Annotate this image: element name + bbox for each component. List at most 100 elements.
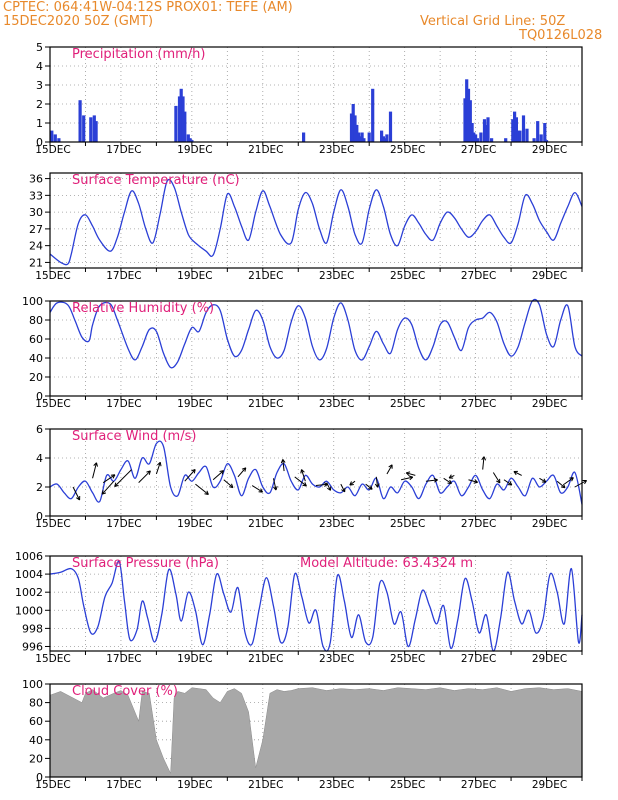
- rh-panel-frame: [49, 300, 583, 397]
- precip-bar: [353, 115, 357, 142]
- wind-series-line: [49, 440, 583, 505]
- x-tick-label: 27DEC: [461, 398, 496, 410]
- x-tick-label: 15DEC: [35, 653, 70, 665]
- wind-arrow: [237, 467, 247, 478]
- x-tick-label: 29DEC: [532, 398, 567, 410]
- precip-bar: [362, 138, 366, 142]
- precip-bar: [536, 121, 540, 142]
- wind-arrow-head: [541, 478, 547, 483]
- wind-arrow: [92, 462, 97, 479]
- y-tick-label: 20: [29, 371, 43, 384]
- wind-arrow: [138, 470, 151, 484]
- wind-arrow: [114, 469, 132, 487]
- temp-panel-title: Surface Temperature (nC): [72, 173, 240, 188]
- x-tick-label: 29DEC: [532, 779, 567, 791]
- x-tick-label: 29DEC: [532, 653, 567, 665]
- precip-bar: [470, 123, 474, 142]
- wind-arrow-head: [76, 495, 81, 501]
- precip-bar: [525, 128, 529, 142]
- precip-bar: [474, 134, 478, 142]
- precip-bar: [475, 138, 479, 142]
- precip-bar: [381, 136, 385, 142]
- y-tick-label: 2: [36, 98, 43, 111]
- wind-arrow-head: [496, 478, 501, 484]
- precip-bar: [511, 119, 515, 142]
- wind-arrow-head: [258, 488, 264, 493]
- x-tick-label: 15DEC: [35, 779, 70, 791]
- x-tick-label: 29DEC: [532, 518, 567, 530]
- y-tick-label: 2: [36, 481, 43, 494]
- precip-bar: [94, 121, 98, 142]
- wind-arrow-head: [582, 480, 588, 485]
- run-time-header: 15DEC2020 50Z (GMT): [3, 14, 154, 29]
- y-tick-label: 5: [36, 41, 43, 54]
- model-altitude-label: Model Altitude: 63.4324 m: [300, 556, 473, 571]
- wind-arrow-head: [341, 487, 346, 493]
- y-tick-label: 0: [36, 390, 43, 403]
- precip-panel-title: Precipitation (mm/h): [72, 47, 205, 62]
- wind-arrow-head: [327, 486, 332, 491]
- y-tick-label: 0: [36, 136, 43, 149]
- y-tick-label: 30: [29, 206, 43, 219]
- precip-bar: [532, 138, 536, 142]
- precip-bar: [516, 130, 520, 142]
- precip-bar: [380, 130, 384, 142]
- precip-bar: [89, 117, 93, 142]
- precip-bar: [357, 132, 361, 142]
- wind-arrow: [468, 479, 478, 483]
- precip-bar: [190, 140, 194, 142]
- y-tick-label: 1000: [15, 604, 43, 617]
- wind-arrow: [563, 477, 574, 485]
- wind-panel-title: Surface Wind (m/s): [72, 429, 196, 444]
- x-tick-label: 17DEC: [106, 144, 141, 156]
- y-tick-label: 998: [22, 622, 43, 635]
- precip-bar: [463, 98, 467, 142]
- wind-arrow: [195, 483, 209, 495]
- wind-arrow: [443, 477, 452, 484]
- wind-arrow: [375, 476, 379, 488]
- precip-bar: [302, 132, 306, 142]
- x-tick-label: 27DEC: [461, 270, 496, 282]
- wind-arrow-head: [93, 462, 98, 467]
- wind-arrow-head: [481, 456, 487, 461]
- wind-arrow: [184, 469, 196, 482]
- wind-arrow: [386, 464, 393, 475]
- wind-arrow: [401, 476, 413, 481]
- x-tick-label: 23DEC: [319, 270, 354, 282]
- wind-arrow-head: [405, 471, 411, 476]
- precip-panel-frame: [49, 46, 583, 143]
- y-tick-label: 60: [29, 333, 43, 346]
- wind-arrow: [212, 470, 224, 481]
- y-tick-label: 40: [29, 352, 43, 365]
- y-tick-label: 1002: [15, 586, 43, 599]
- x-tick-label: 15DEC: [35, 398, 70, 410]
- wind-arrow: [365, 483, 373, 490]
- wind-arrow: [72, 486, 81, 501]
- precip-bar: [521, 115, 526, 142]
- wind-arrow: [223, 479, 234, 488]
- precip-bar: [543, 123, 547, 142]
- x-tick-label: 25DEC: [390, 270, 425, 282]
- wind-arrow: [503, 479, 513, 486]
- x-tick-label: 17DEC: [106, 779, 141, 791]
- x-tick-label: 19DEC: [177, 653, 212, 665]
- wind-arrow-head: [101, 490, 107, 495]
- y-tick-label: 60: [29, 715, 43, 728]
- y-tick-label: 100: [22, 295, 43, 308]
- precip-bar: [174, 105, 178, 142]
- wind-arrow: [300, 469, 306, 482]
- wind-arrow-head: [241, 467, 247, 472]
- precip-bar: [465, 79, 469, 142]
- x-tick-label: 21DEC: [248, 779, 283, 791]
- wind-arrow: [326, 482, 331, 491]
- y-tick-label: 40: [29, 734, 43, 747]
- wind-arrow-head: [349, 481, 354, 486]
- y-tick-label: 6: [36, 423, 43, 436]
- x-tick-label: 25DEC: [390, 653, 425, 665]
- precip-bar: [466, 88, 471, 142]
- precip-bar: [78, 100, 82, 142]
- wind-arrow: [482, 456, 485, 470]
- precip-bar: [179, 88, 183, 142]
- wind-arrow-head: [507, 481, 513, 486]
- precip-bar: [355, 124, 359, 142]
